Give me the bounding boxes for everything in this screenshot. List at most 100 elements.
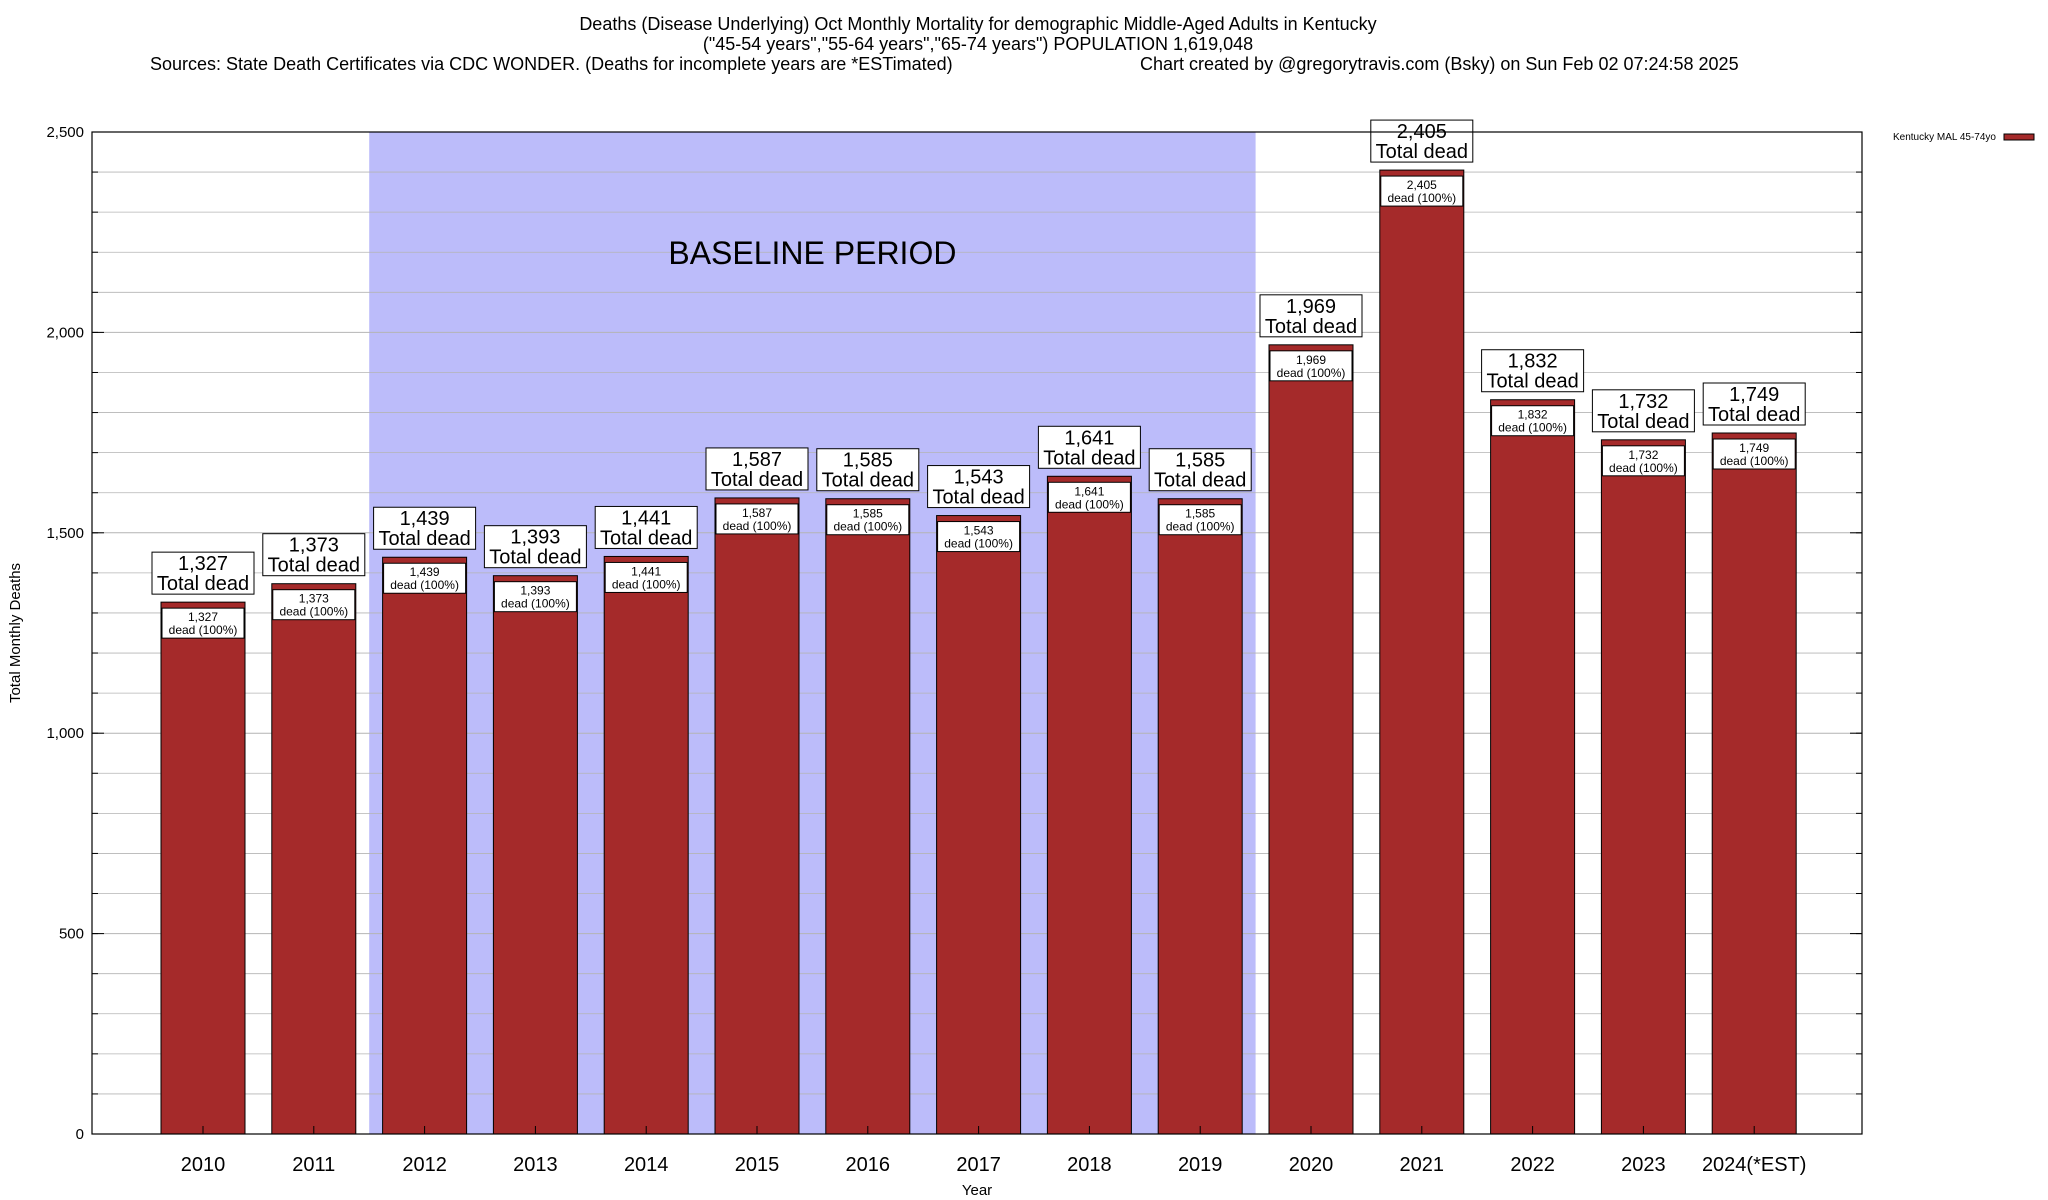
bar (160, 601, 246, 1135)
bar-total-label-box (1591, 389, 1695, 433)
bar (825, 498, 911, 1135)
bar-total-value-label: 1,543 (954, 467, 1004, 489)
bar-total-label-box (1259, 294, 1363, 338)
x-tick-label: 2020 (1289, 1154, 1334, 1176)
bar (1600, 439, 1686, 1135)
bar (714, 497, 800, 1135)
bar-inner-label-box (493, 581, 577, 613)
y-axis-title: Total Monthly Deaths (7, 563, 24, 703)
x-axis-title: Year (962, 1182, 992, 1199)
x-tick-label: 2017 (956, 1154, 1001, 1176)
baseline-period-label: BASELINE PERIOD (668, 235, 956, 271)
bar-total-value-label: 1,585 (843, 450, 893, 472)
bar-inner-percent-label: dead (100%) (612, 577, 681, 591)
bar-total-label-box (483, 525, 587, 569)
legend: Kentucky MAL 45-74yo (1893, 132, 2035, 143)
bar-inner-percent-label: dead (100%) (501, 597, 570, 611)
bar (1711, 432, 1797, 1135)
bar-total-text-label: Total dead (1376, 141, 1468, 163)
bar-inner-percent-label: dead (100%) (1720, 454, 1789, 468)
bar-total-text-label: Total dead (1708, 404, 1800, 426)
bar-inner-value-label: 1,832 (1518, 408, 1548, 422)
bar-total-text-label: Total dead (1043, 447, 1135, 469)
chart-source-note: Sources: State Death Certificates via CD… (150, 54, 953, 74)
x-tick-label: 2016 (846, 1154, 891, 1176)
y-tick-label: 0 (76, 1126, 84, 1143)
bar-total-label-box (1370, 119, 1474, 163)
bar-total-value-label: 1,832 (1508, 351, 1558, 373)
bar-total-label-box (927, 465, 1031, 509)
x-tick-label: 2022 (1510, 1154, 1555, 1176)
bar-total-label-box (151, 551, 255, 595)
bar-inner-value-label: 1,543 (964, 524, 994, 538)
bar-inner-percent-label: dead (100%) (1387, 191, 1456, 205)
bar-total-label-box (262, 533, 366, 577)
bar-total-text-label: Total dead (489, 547, 581, 569)
bar (603, 555, 689, 1135)
y-tick-label: 1,000 (46, 725, 84, 742)
bar-inner-label-box (1601, 445, 1685, 477)
bar-total-text-label: Total dead (932, 487, 1024, 509)
bar-inner-label-box (826, 504, 910, 536)
bar-inner-value-label: 1,749 (1739, 441, 1769, 455)
legend-label: Kentucky MAL 45-74yo (1893, 132, 1996, 143)
bar-inner-value-label: 2,405 (1407, 178, 1437, 192)
bar-total-text-label: Total dead (157, 573, 249, 595)
plot-frame (91, 131, 1863, 1135)
y-tick-label: 2,000 (46, 324, 84, 341)
bar-inner-percent-label: dead (100%) (723, 519, 792, 533)
bar-total-text-label: Total dead (268, 555, 360, 577)
bar (1046, 475, 1132, 1135)
x-tick-label: 2014 (624, 1154, 669, 1176)
bar-inner-percent-label: dead (100%) (1166, 520, 1235, 534)
y-tick-label: 2,500 (46, 124, 84, 141)
x-tick-label: 2012 (402, 1154, 447, 1176)
bar-inner-label-box (937, 521, 1021, 553)
x-tick-label: 2024(*EST) (1702, 1154, 1807, 1176)
bar (271, 583, 357, 1135)
bar (1379, 169, 1465, 1135)
bar-inner-value-label: 1,641 (1074, 484, 1104, 498)
bar-total-text-label: Total dead (1597, 411, 1689, 433)
bar-inner-percent-label: dead (100%) (833, 520, 902, 534)
x-tick-label: 2018 (1067, 1154, 1112, 1176)
y-tick-label: 500 (59, 926, 84, 943)
bar-inner-value-label: 1,439 (410, 565, 440, 579)
bar-total-label-box (1037, 425, 1141, 469)
bar (382, 556, 468, 1135)
bar-total-label-box (1702, 382, 1806, 426)
bar-total-text-label: Total dead (1154, 470, 1246, 492)
y-tick-label: 1,500 (46, 525, 84, 542)
bar-total-value-label: 1,373 (289, 535, 339, 557)
bar-inner-label-box (1712, 438, 1796, 470)
bar-inner-value-label: 1,585 (853, 507, 883, 521)
chart-title-line-1: Deaths (Disease Underlying) Oct Monthly … (579, 14, 1376, 34)
bar-total-value-label: 1,585 (1175, 450, 1225, 472)
x-tick-label: 2019 (1178, 1154, 1223, 1176)
chart-credit-note: Chart created by @gregorytravis.com (Bsk… (1140, 54, 1739, 74)
bar-inner-label-box (272, 589, 356, 621)
bar-inner-value-label: 1,585 (1185, 507, 1215, 521)
bar-inner-value-label: 1,732 (1628, 448, 1658, 462)
axis-layer: 0 500 1,000 1,500 2,000 2,500 2010 2011 2012 2013… (46, 124, 1862, 1176)
bar-total-label-box (594, 505, 698, 549)
bar-inner-value-label: 1,393 (520, 584, 550, 598)
bar-inner-percent-label: dead (100%) (1277, 366, 1346, 380)
bar-total-label-box (1481, 349, 1585, 393)
legend-swatch (2003, 133, 2035, 141)
x-tick-label: 2015 (735, 1154, 780, 1176)
bar-total-value-label: 1,749 (1729, 384, 1779, 406)
bar (1268, 344, 1354, 1135)
bar (492, 575, 578, 1135)
bar-inner-value-label: 1,327 (188, 610, 218, 624)
bar-total-text-label: Total dead (378, 528, 470, 550)
bar-total-text-label: Total dead (822, 470, 914, 492)
x-tick-label: 2021 (1400, 1154, 1445, 1176)
x-tick-label: 2023 (1621, 1154, 1666, 1176)
bar-inner-label-box (383, 562, 467, 594)
bar-inner-percent-label: dead (100%) (1055, 497, 1124, 511)
bar-inner-percent-label: dead (100%) (169, 623, 238, 637)
bar (936, 515, 1022, 1135)
x-tick-label: 2013 (513, 1154, 558, 1176)
